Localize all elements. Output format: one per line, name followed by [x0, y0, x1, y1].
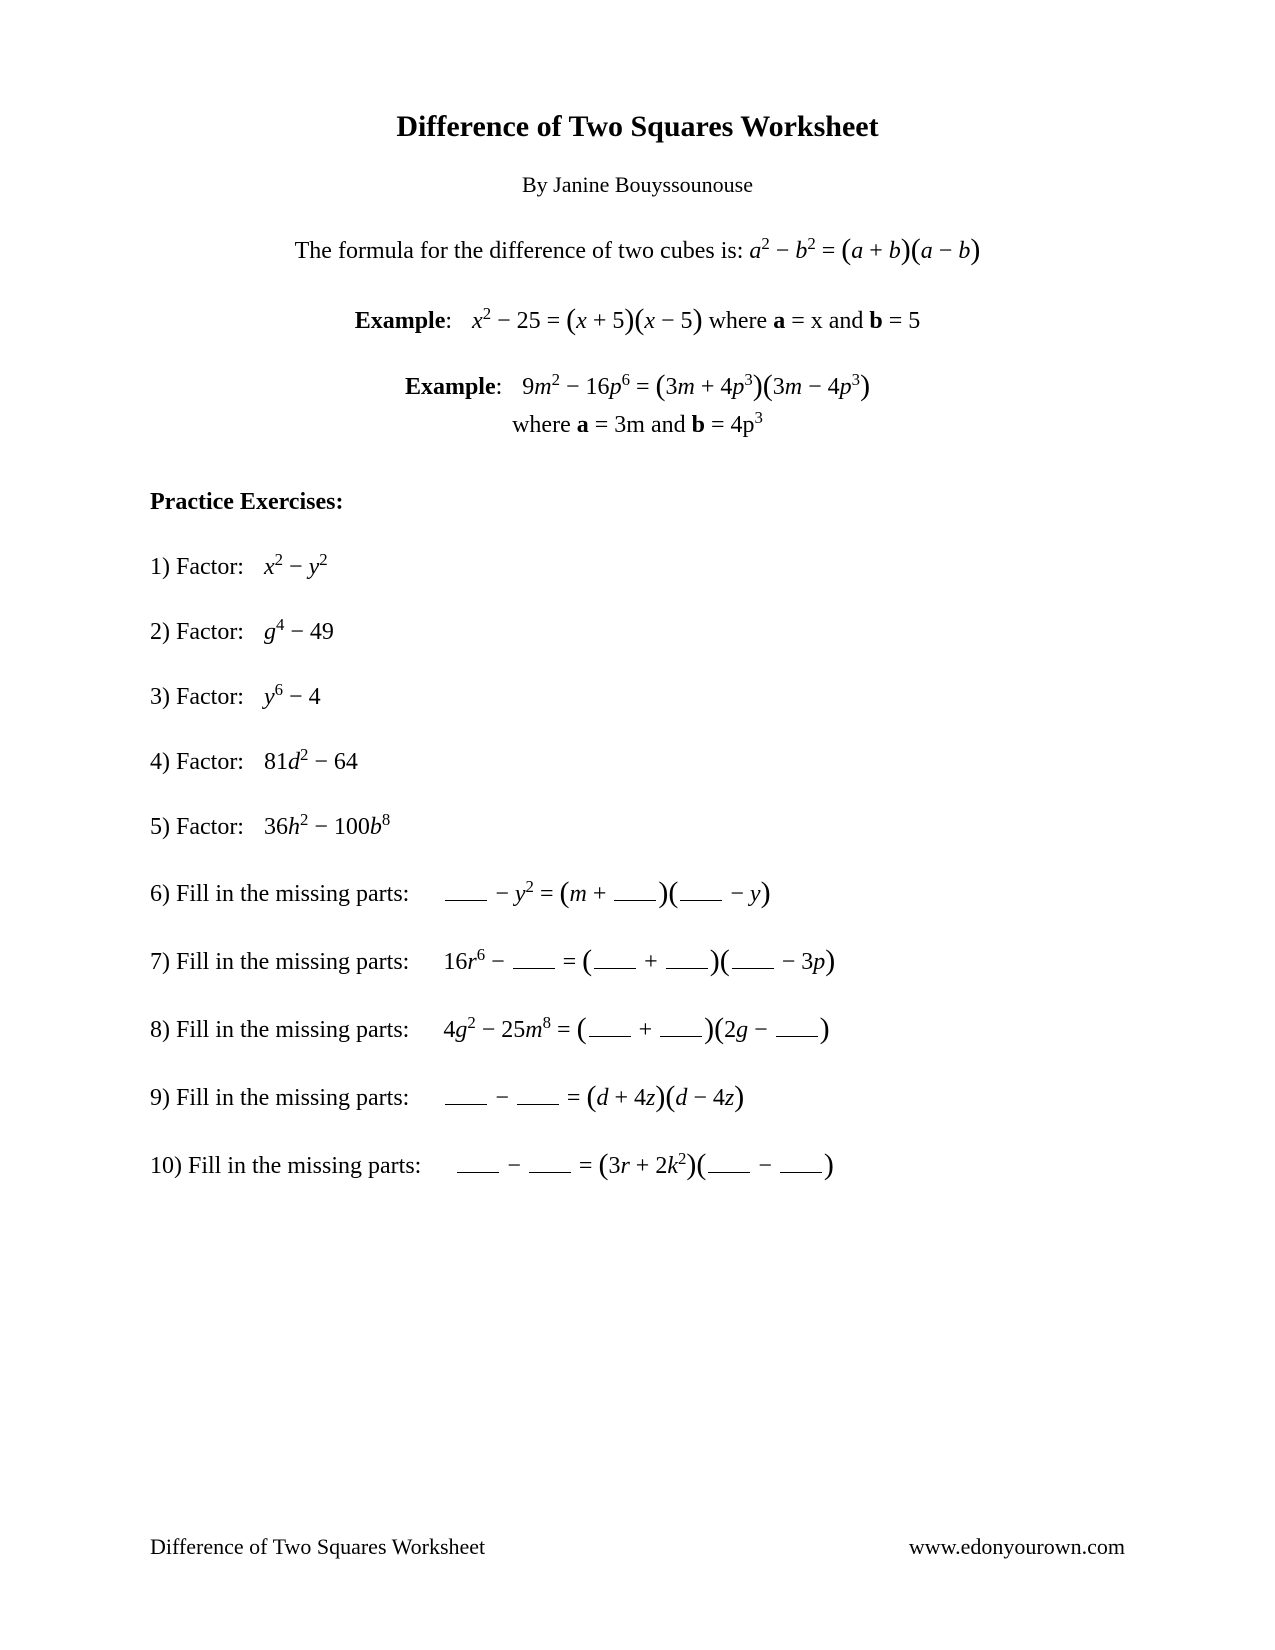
problem-2: 2) Factor: g4 − 49 — [150, 615, 1125, 646]
problem-4: 4) Factor: 81d2 − 64 — [150, 745, 1125, 776]
example-label-2: Example — [405, 374, 496, 400]
formula-intro: The formula for the difference of two cu… — [295, 238, 744, 264]
example-2-expr: 9m2 − 16p6 = (3m + 4p3)(3m − 4p3) — [522, 374, 870, 400]
example-2-where: where a = 3m and b = 4p3 — [150, 408, 1125, 439]
problem-10: 10) Fill in the missing parts: − = (3r +… — [150, 1147, 1125, 1181]
page-title: Difference of Two Squares Worksheet — [150, 110, 1125, 144]
example-1-expr: x2 − 25 = (x + 5)(x − 5) — [472, 308, 703, 334]
example-label: Example — [355, 308, 446, 334]
example-1-where: where a = x and b = 5 — [709, 308, 921, 334]
problem-5: 5) Factor: 36h2 − 100b8 — [150, 810, 1125, 841]
problem-8: 8) Fill in the missing parts: 4g2 − 25m8… — [150, 1011, 1125, 1045]
practice-header: Practice Exercises: — [150, 489, 1125, 516]
example-2: Example: 9m2 − 16p6 = (3m + 4p3)(3m − 4p… — [150, 368, 1125, 439]
footer-left: Difference of Two Squares Worksheet — [150, 1534, 485, 1560]
page-footer: Difference of Two Squares Worksheet www.… — [150, 1534, 1125, 1560]
problem-7: 7) Fill in the missing parts: 16r6 − = (… — [150, 943, 1125, 977]
formula-expr: a2 − b2 = (a + b)(a − b) — [749, 238, 980, 264]
footer-right: www.edonyourown.com — [909, 1534, 1125, 1560]
formula-line: The formula for the difference of two cu… — [150, 232, 1125, 266]
example-1: Example: x2 − 25 = (x + 5)(x − 5) where … — [150, 302, 1125, 336]
problem-9: 9) Fill in the missing parts: − = (d + 4… — [150, 1079, 1125, 1113]
problem-6: 6) Fill in the missing parts: − y2 = (m … — [150, 875, 1125, 909]
problem-3: 3) Factor: y6 − 4 — [150, 680, 1125, 711]
problem-1: 1) Factor: x2 − y2 — [150, 550, 1125, 581]
author-line: By Janine Bouyssounouse — [150, 172, 1125, 198]
